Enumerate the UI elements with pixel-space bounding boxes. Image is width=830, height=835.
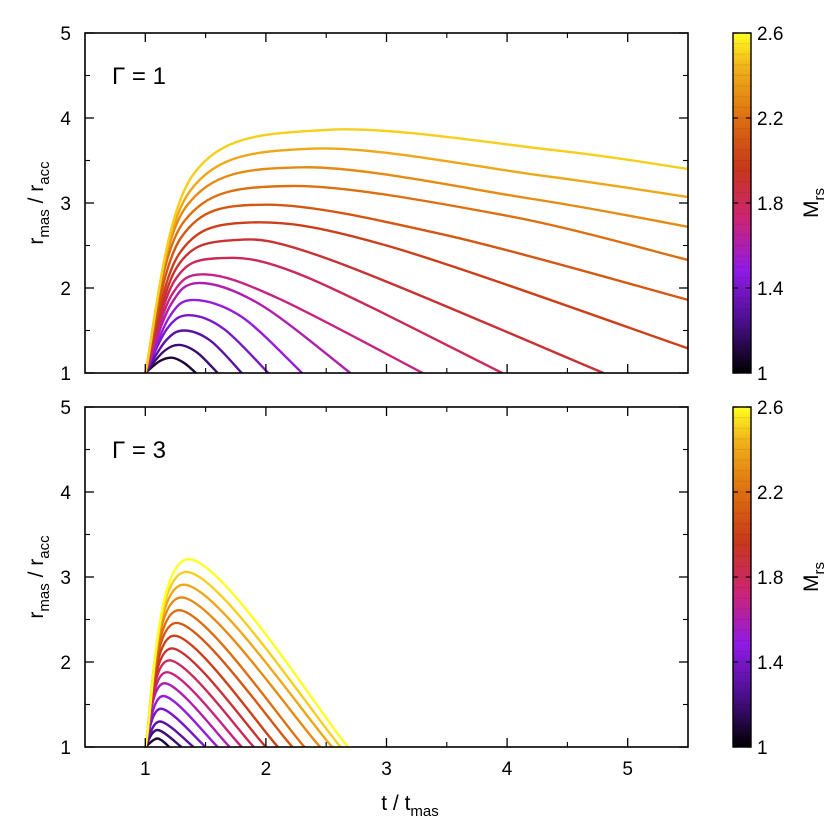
series-line <box>144 238 605 373</box>
series-line <box>144 298 303 373</box>
colorbar: 1 1.4 1.8 2.2 2.6 <box>732 24 784 385</box>
series-line <box>144 184 688 373</box>
colorbar-tick-label: 1 <box>757 364 768 385</box>
y-tick-label: 1 <box>60 738 71 759</box>
plot-frame <box>84 32 689 374</box>
series-line <box>144 343 219 373</box>
x-tick-label: 1 <box>140 759 151 780</box>
colorbar-tick-label: 1.8 <box>757 568 783 589</box>
y-tick-label: 2 <box>60 279 71 300</box>
series-line <box>144 281 352 373</box>
y-axis-label: rmas / racc <box>25 161 53 245</box>
colorbar: 1 1.4 1.8 2.2 2.6 <box>732 398 784 759</box>
series-line <box>144 356 197 373</box>
series-line <box>144 147 688 373</box>
series-line <box>144 273 424 373</box>
y-tick-label: 5 <box>60 24 71 45</box>
panel-gamma-1: Γ = 1 rmas / racc Mrs 1 2 3 4 5 1 1.4 1.8 2.2 2.6 <box>25 24 828 385</box>
panel-gamma-3: Γ = 3 rmas / racc Mrs 1 2 3 4 5 1 2 3 4 5 1 1.4 1.8 2… <box>25 398 828 780</box>
panel-label: Γ = 1 <box>112 63 166 90</box>
series-line <box>144 256 503 373</box>
colorbar-tick-label: 2.6 <box>757 398 783 419</box>
series-line <box>144 221 688 373</box>
x-tick-label: 5 <box>622 759 633 780</box>
y-tick-label: 3 <box>60 194 71 215</box>
series-line <box>144 557 349 747</box>
colorbar-tick-label: 2.2 <box>757 109 783 130</box>
series-line <box>144 329 243 373</box>
colorbar-tick-label: 2.6 <box>757 24 783 45</box>
series-group <box>144 128 688 373</box>
series-line <box>144 166 688 373</box>
colorbar-tick-label: 1.4 <box>757 279 784 300</box>
colorbar-tick-label: 1.4 <box>757 653 784 674</box>
colorbar-tick-label: 1.8 <box>757 194 783 215</box>
panel-label: Γ = 3 <box>112 437 166 464</box>
colorbar-tick-label: 2.2 <box>757 483 783 504</box>
y-tick-label: 2 <box>60 653 71 674</box>
x-tick-label: 4 <box>502 759 513 780</box>
y-tick-label: 3 <box>60 568 71 589</box>
series-line <box>144 314 270 373</box>
series-line <box>144 583 334 747</box>
y-axis-label: rmas / racc <box>25 535 53 619</box>
series-group <box>144 557 349 747</box>
y-tick-label: 4 <box>60 109 71 130</box>
y-tick-label: 4 <box>60 483 71 504</box>
series-line <box>144 737 171 747</box>
colorbar-label: Mrs <box>800 562 828 592</box>
colorbar-label: Mrs <box>800 188 828 218</box>
colorbar-tick-label: 1 <box>757 738 768 759</box>
y-tick-label: 1 <box>60 364 71 385</box>
series-line <box>144 203 688 373</box>
series-line <box>144 128 688 373</box>
y-tick-label: 5 <box>60 398 71 419</box>
x-axis-label: t / tmas <box>381 792 439 820</box>
x-tick-label: 2 <box>261 759 272 780</box>
x-tick-label: 3 <box>381 759 392 780</box>
